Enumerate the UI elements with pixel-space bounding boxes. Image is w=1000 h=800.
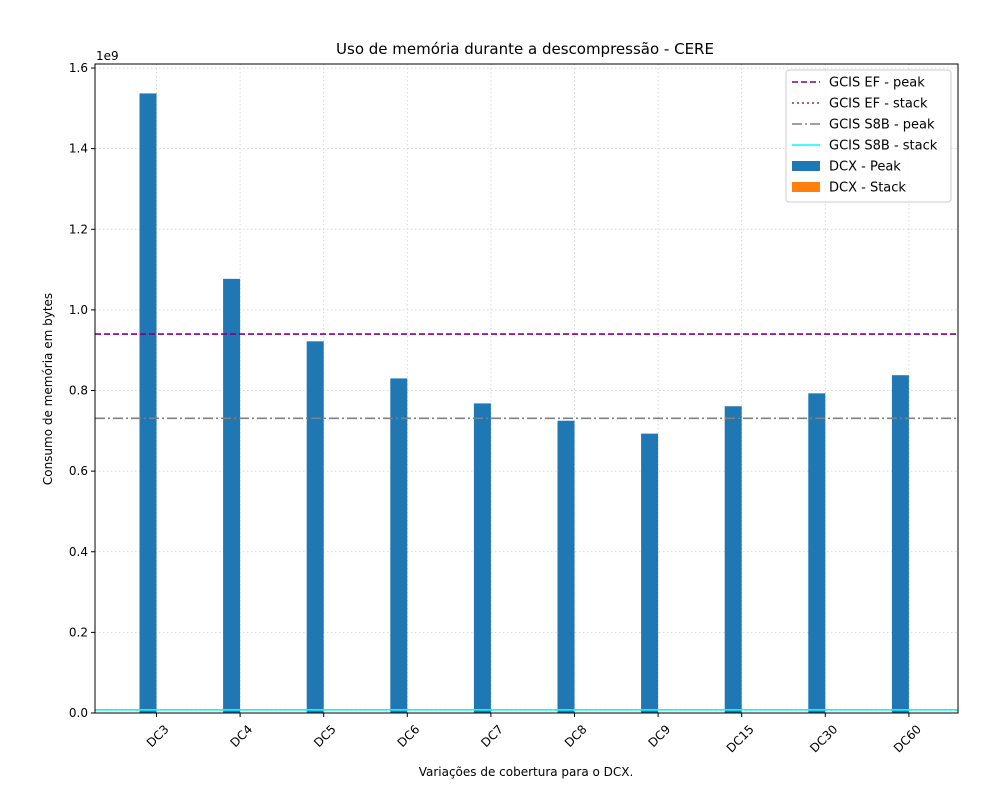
legend-label: GCIS EF - peak xyxy=(829,76,925,91)
y-tick-label: 0.8 xyxy=(69,384,88,398)
bars xyxy=(139,93,909,714)
bar-dcx-peak-dc4 xyxy=(223,278,241,713)
x-tick-label: DC4 xyxy=(227,722,255,750)
x-tick-label: DC7 xyxy=(478,722,506,750)
y-axis-ticks: 0.0 0.2 0.4 0.6 0.8 1.0 1.2 1.4 1.6 xyxy=(69,61,95,720)
x-tick-label: DC30 xyxy=(807,722,840,755)
legend-swatch-dcx-stack xyxy=(792,182,820,192)
y-offset-label: 1e9 xyxy=(96,49,119,63)
bar-dcx-peak-dc3 xyxy=(139,93,157,714)
y-tick-label: 1.4 xyxy=(69,142,88,156)
bar-dcx-peak-dc60 xyxy=(891,375,909,713)
bar-dcx-peak-dc5 xyxy=(306,341,324,713)
plot-frame xyxy=(94,63,959,714)
y-tick-label: 0.6 xyxy=(69,464,88,478)
bar-dcx-peak-dc30 xyxy=(808,393,826,713)
x-tick-label: DC5 xyxy=(311,722,339,750)
legend-label: DCX - Stack xyxy=(829,181,906,196)
y-tick-label: 1.2 xyxy=(69,222,88,236)
x-tick-label: DC15 xyxy=(724,722,757,755)
y-tick-label: 0.0 xyxy=(69,706,88,720)
chart-title: Uso de memória durante a descompressão -… xyxy=(336,40,714,58)
y-tick-label: 0.2 xyxy=(69,625,88,639)
bar-dcx-peak-dc7 xyxy=(473,403,491,713)
bar-dcx-peak-dc9 xyxy=(641,433,659,713)
legend-swatch-dcx-peak xyxy=(792,161,820,171)
legend: GCIS EF - peak GCIS EF - stack GCIS S8B - … xyxy=(785,69,952,203)
y-tick-label: 1.6 xyxy=(69,61,88,75)
y-tick-label: 1.0 xyxy=(69,303,88,317)
legend-label: GCIS S8B - stack xyxy=(829,139,938,154)
x-axis-label: Variações de cobertura para o DCX. xyxy=(419,765,634,779)
legend-frame xyxy=(785,69,952,203)
y-axis-label: Consumo de memória em bytes xyxy=(41,293,55,485)
bar-dcx-peak-dc8 xyxy=(557,420,575,713)
bar-dcx-peak-dc15 xyxy=(724,406,742,713)
legend-label: GCIS S8B - peak xyxy=(829,118,935,133)
x-tick-label: DC8 xyxy=(562,722,590,750)
legend-label: GCIS EF - stack xyxy=(829,97,928,112)
x-tick-label: DC3 xyxy=(144,722,172,750)
x-tick-label: DC9 xyxy=(645,722,673,750)
x-axis-ticks: DC3 DC4 DC5 DC6 DC7 DC8 DC9 DC15 DC30 DC60 xyxy=(144,713,924,755)
reference-lines xyxy=(95,333,958,711)
bar-dcx-peak-dc6 xyxy=(390,378,408,713)
legend-label: DCX - Peak xyxy=(829,160,901,175)
x-tick-label: DC6 xyxy=(395,722,423,750)
y-tick-label: 0.4 xyxy=(69,545,88,559)
x-tick-label: DC60 xyxy=(891,722,924,755)
